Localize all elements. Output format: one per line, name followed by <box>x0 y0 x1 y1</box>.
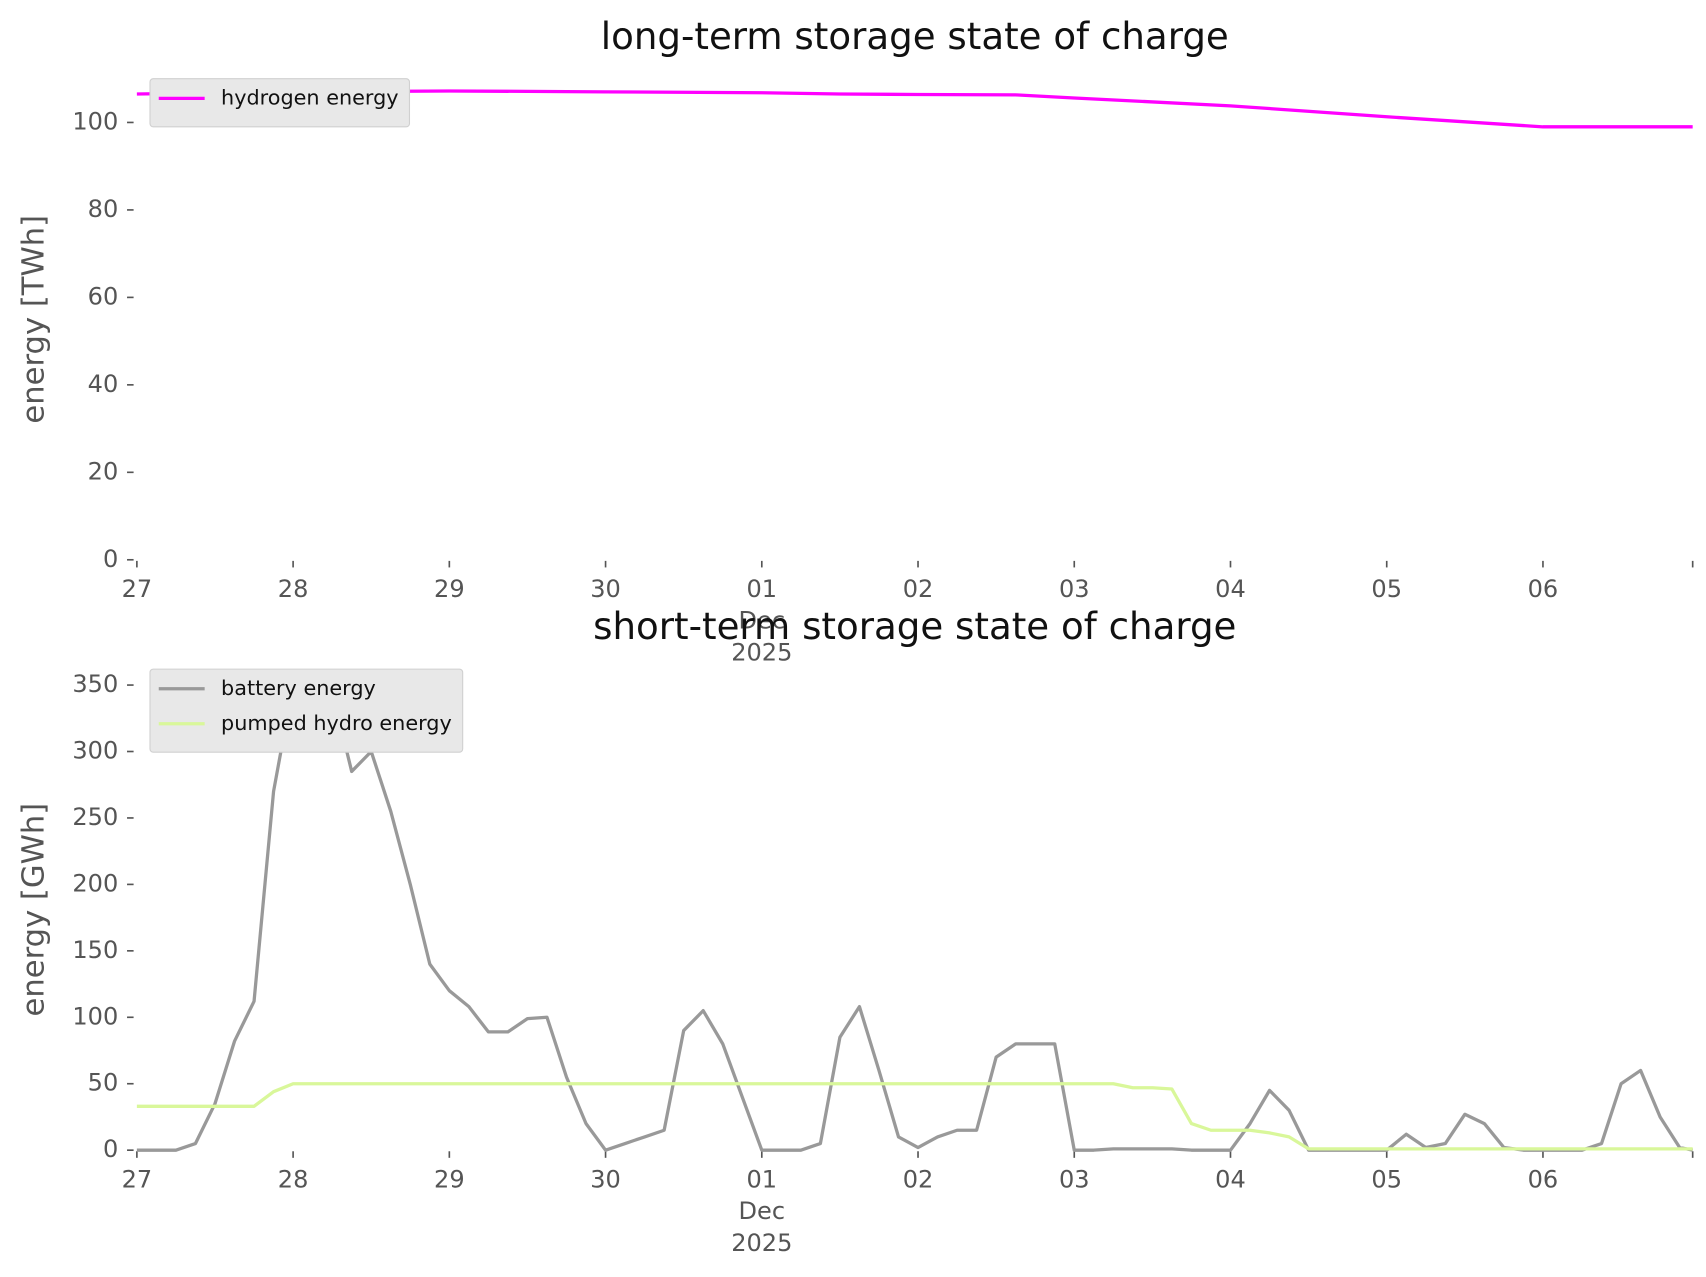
legend-box <box>149 78 411 128</box>
x-tick-label: 04 <box>1215 575 1246 603</box>
x-tick-label: 01 Dec 2025 <box>731 1165 792 1256</box>
series-line <box>136 683 1693 1152</box>
y-tick-label: 350 <box>72 670 118 698</box>
x-tick-label: 05 <box>1371 1165 1402 1193</box>
x-tick-label: 29 <box>434 575 465 603</box>
x-tick-label: 06 <box>1528 1165 1559 1193</box>
legend-label: pumped hydro energy <box>221 711 452 735</box>
x-tick-label: 06 <box>1528 575 1559 603</box>
x-tick-label: 02 <box>903 1165 934 1193</box>
legend-label: battery energy <box>221 676 376 700</box>
series-line <box>136 89 1693 129</box>
y-tick-label: 200 <box>72 869 118 897</box>
y-tick-label: 0 <box>103 1135 118 1163</box>
x-tick-label: 03 <box>1059 575 1090 603</box>
x-tick-label: 02 <box>903 575 934 603</box>
x-tick-label: 05 <box>1371 575 1402 603</box>
y-tick-label: 250 <box>72 803 118 831</box>
legend: battery energy pumped hydro energy <box>149 668 464 753</box>
y-tick-label: 40 <box>88 370 119 398</box>
legend-box <box>149 668 464 753</box>
y-tick-label: 150 <box>72 936 118 964</box>
y-tick-label: 100 <box>72 107 118 135</box>
y-tick-label: 0 <box>103 545 118 573</box>
y-tick-label: 20 <box>88 457 119 485</box>
x-tick-label: 04 <box>1215 1165 1246 1193</box>
x-tick-label: 28 <box>278 575 309 603</box>
x-tick-label: 28 <box>278 1165 309 1193</box>
y-axis-label: energy [GWh] <box>17 803 52 1017</box>
x-tick-label: 30 <box>590 1165 621 1193</box>
x-tick-label: 01 Dec 2025 <box>731 575 792 666</box>
legend: hydrogen energy <box>149 78 411 128</box>
chart-title: short-term storage state of charge <box>593 604 1236 648</box>
series-line <box>136 1082 1693 1151</box>
y-tick-label: 100 <box>72 1002 118 1030</box>
x-tick-label: 30 <box>590 575 621 603</box>
y-tick-label: 50 <box>88 1069 119 1097</box>
y-axis-label: energy [TWh] <box>17 215 52 424</box>
y-tick-label: 60 <box>88 282 119 310</box>
chart-title: long-term storage state of charge <box>601 14 1229 58</box>
x-tick-label: 27 <box>122 575 153 603</box>
y-tick-label: 300 <box>72 737 118 765</box>
y-tick-label: 80 <box>88 195 119 223</box>
x-tick-label: 27 <box>122 1165 153 1193</box>
x-tick-label: 03 <box>1059 1165 1090 1193</box>
x-tick-label: 29 <box>434 1165 465 1193</box>
legend-label: hydrogen energy <box>221 85 398 109</box>
